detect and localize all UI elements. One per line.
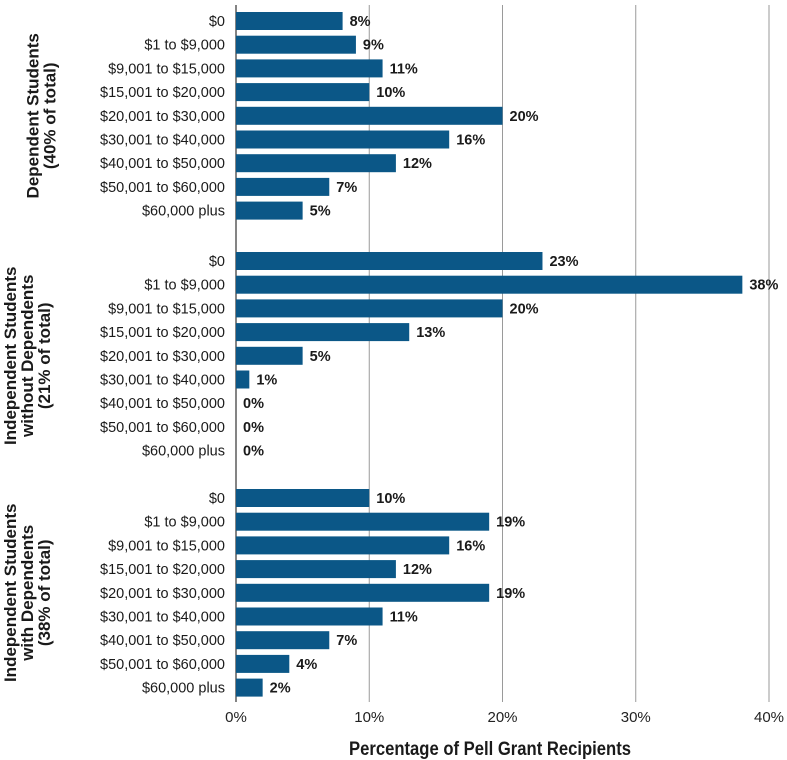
category-label: $50,001 to $60,000	[100, 180, 225, 196]
x-axis-label: Percentage of Pell Grant Recipients	[349, 739, 631, 760]
category-label: $30,001 to $40,000	[100, 610, 225, 626]
group-title-line: (40% of total)	[41, 62, 60, 169]
bar	[236, 106, 503, 125]
category-label: $20,001 to $30,000	[100, 586, 225, 602]
data-label: 23%	[549, 254, 578, 270]
group-title-line: (38% of total)	[35, 539, 54, 646]
data-label: 19%	[496, 515, 525, 531]
bar	[236, 631, 330, 650]
data-label: 9%	[363, 38, 384, 54]
group-title-line: Independent Students	[1, 504, 20, 683]
data-label: 19%	[496, 586, 525, 602]
x-tick-label: 10%	[354, 709, 384, 726]
category-label: $60,000 plus	[142, 204, 225, 220]
bar	[236, 370, 250, 389]
bar	[236, 12, 343, 30]
data-label: 16%	[456, 133, 485, 149]
data-label: 7%	[336, 180, 357, 196]
bar	[236, 583, 490, 602]
bars	[236, 12, 743, 697]
category-label: $0	[209, 491, 225, 507]
bar	[236, 323, 410, 342]
bar	[236, 536, 450, 555]
bar	[236, 201, 303, 220]
bar	[236, 275, 743, 294]
data-label: 5%	[310, 349, 331, 365]
data-label: 20%	[510, 301, 539, 317]
bar	[236, 607, 383, 626]
category-label: $20,001 to $30,000	[100, 349, 225, 365]
x-tick-label: 40%	[754, 709, 784, 726]
category-label: $9,001 to $15,000	[108, 61, 225, 77]
category-label: $40,001 to $50,000	[100, 396, 225, 412]
group-title-line: (21% of total)	[35, 302, 54, 409]
category-label: $9,001 to $15,000	[108, 301, 225, 317]
category-label: $40,001 to $50,000	[100, 633, 225, 649]
category-label: $15,001 to $20,000	[100, 325, 225, 341]
x-tick-label: 20%	[487, 709, 517, 726]
data-label: 11%	[390, 610, 418, 626]
category-label: $15,001 to $20,000	[100, 562, 225, 578]
category-label: $9,001 to $15,000	[108, 538, 225, 554]
category-label: $50,001 to $60,000	[100, 657, 225, 673]
category-label: $0	[209, 254, 225, 270]
data-label: 12%	[403, 156, 432, 172]
category-label: $60,000 plus	[142, 681, 225, 697]
group-title: Dependent Students(40% of total)	[24, 33, 60, 198]
bar	[236, 346, 303, 365]
data-label: 13%	[416, 325, 445, 341]
bar	[236, 560, 396, 579]
bar	[236, 83, 370, 102]
group-title-line: without Dependents	[18, 275, 37, 438]
category-label: $15,001 to $20,000	[100, 85, 225, 101]
category-label: $1 to $9,000	[144, 515, 225, 531]
labels: 0% 10% 20% 30% 40% $0 8% $1 to $9,000 9% $9,001 t…	[100, 14, 784, 726]
bar	[236, 35, 356, 54]
category-label: $30,001 to $40,000	[100, 373, 225, 389]
category-label: $0	[209, 14, 225, 30]
category-label: $50,001 to $60,000	[100, 420, 225, 436]
data-label: 10%	[376, 85, 405, 101]
bar	[236, 512, 490, 531]
data-label: 7%	[336, 633, 357, 649]
bar	[236, 154, 396, 173]
bar	[236, 654, 290, 673]
category-label: $1 to $9,000	[144, 278, 225, 294]
data-label: 38%	[749, 278, 778, 294]
bar	[236, 130, 450, 149]
data-label: 16%	[456, 538, 485, 554]
bar	[236, 252, 543, 270]
category-label: $60,000 plus	[142, 444, 225, 460]
category-label: $20,001 to $30,000	[100, 109, 225, 125]
group-title-line: Independent Students	[1, 267, 20, 446]
category-label: $40,001 to $50,000	[100, 156, 225, 172]
data-label: 10%	[376, 491, 405, 507]
category-label: $1 to $9,000	[144, 38, 225, 54]
data-label: 1%	[256, 373, 277, 389]
x-tick-label: 0%	[225, 709, 247, 726]
data-label: 4%	[296, 657, 317, 673]
x-tick-label: 30%	[621, 709, 651, 726]
category-label: $30,001 to $40,000	[100, 133, 225, 149]
group-title-line: Dependent Students	[24, 33, 43, 198]
data-label: 0%	[243, 396, 264, 412]
group-titles: Dependent Students(40% of total) Independ…	[1, 33, 60, 682]
data-label: 11%	[390, 61, 418, 77]
bar	[236, 678, 263, 697]
data-label: 12%	[403, 562, 432, 578]
bar	[236, 177, 330, 196]
data-label: 2%	[270, 681, 291, 697]
bar	[236, 59, 383, 78]
bar	[236, 299, 503, 318]
data-label: 8%	[350, 14, 371, 30]
group-title-line: with Dependents	[18, 525, 37, 662]
data-label: 20%	[510, 109, 539, 125]
data-label: 0%	[243, 444, 264, 460]
data-label: 0%	[243, 420, 264, 436]
data-label: 5%	[310, 204, 331, 220]
bar	[236, 489, 370, 507]
